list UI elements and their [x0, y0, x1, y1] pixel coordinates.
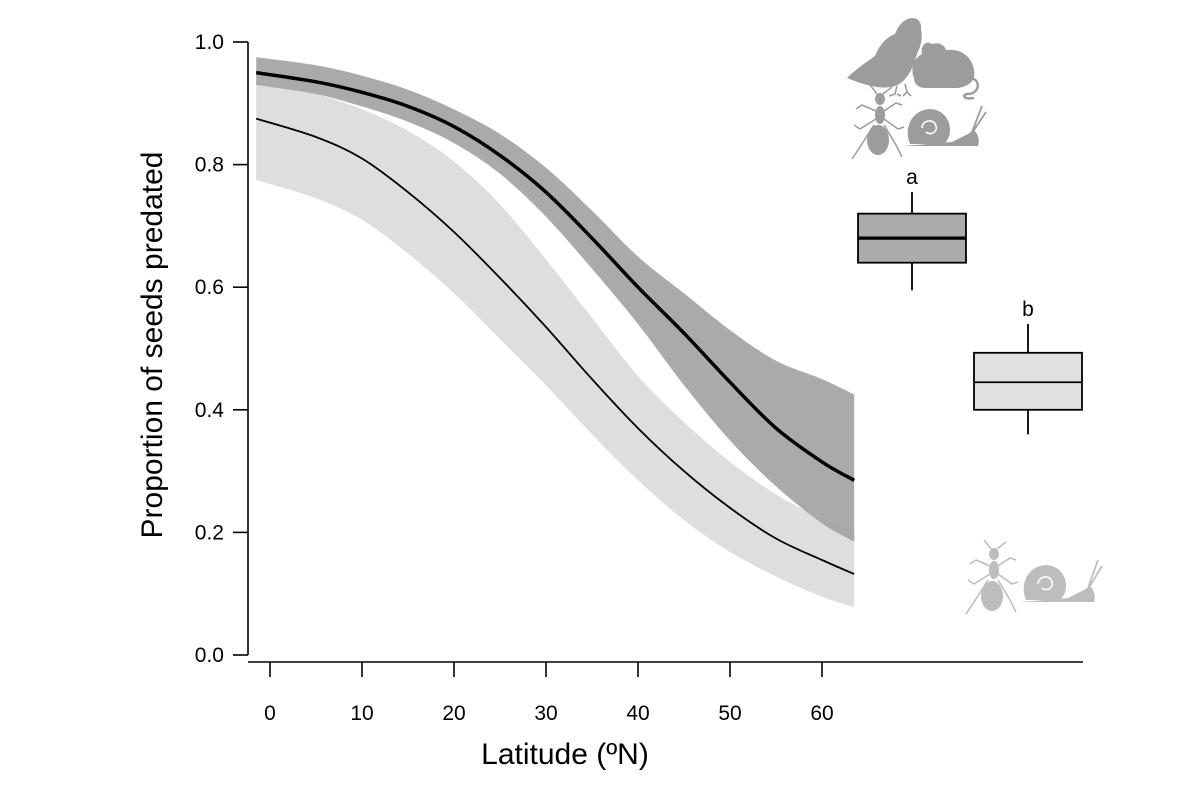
y-axis-ticks: 0.0 0.2 0.4 0.6 0.8 1.0: [195, 31, 248, 667]
box-letter: b: [1022, 298, 1034, 321]
predator-icons-all: [847, 18, 987, 160]
pigeon-icon: [847, 18, 922, 97]
predator-icons-invertebrates: [965, 539, 1103, 615]
x-tick-label: 30: [534, 702, 557, 725]
boxplot-b: b: [973, 298, 1083, 435]
x-axis-title: Latitude (ºN): [481, 738, 649, 771]
x-axis-ticks: 0 10 20 30 40 50 60: [264, 662, 834, 725]
mouse-icon: [912, 42, 979, 100]
confidence-band-2: [256, 81, 855, 608]
x-tick-label: 40: [626, 702, 649, 725]
boxplots: ab: [857, 166, 1083, 435]
box-iqr: [973, 351, 1083, 411]
box-letter: a: [906, 166, 918, 189]
ant-icon: [965, 539, 1019, 615]
x-tick-label: 10: [350, 702, 373, 725]
boxplot-a: a: [857, 166, 967, 291]
y-tick-label: 0.2: [195, 521, 224, 544]
y-tick-label: 0.0: [195, 644, 224, 667]
fitted-lines: [255, 70, 856, 575]
ant-icon: [851, 84, 905, 160]
snail-icon: [904, 105, 987, 146]
fitted-line-2: [255, 117, 855, 575]
y-tick-label: 0.4: [195, 399, 225, 422]
x-tick-label: 50: [718, 702, 741, 725]
axes: 0.0 0.2 0.4 0.6 0.8 1.0 0 10 20 30 40 50 60: [195, 31, 1083, 725]
y-tick-label: 0.8: [195, 154, 224, 177]
x-tick-label: 0: [264, 702, 276, 725]
x-tick-label: 60: [810, 702, 833, 725]
y-axis-title: Proportion of seeds predated: [136, 152, 169, 539]
confidence-bands: [256, 57, 855, 608]
snail-icon: [1020, 559, 1103, 602]
y-tick-label: 1.0: [195, 31, 224, 54]
confidence-band-1: [256, 57, 855, 542]
fitted-line-1: [255, 70, 856, 482]
x-tick-label: 20: [442, 702, 465, 725]
y-tick-label: 0.6: [195, 276, 224, 299]
